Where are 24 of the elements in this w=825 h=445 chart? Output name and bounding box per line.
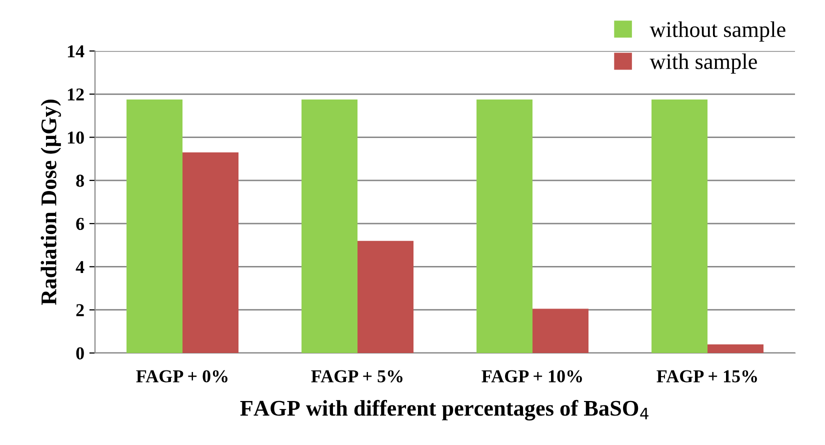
bar: [652, 100, 708, 353]
y-tick-label: 10: [68, 132, 84, 144]
legend-label: with sample: [650, 53, 757, 74]
y-axis-title: Radiation Dose (µGy): [40, 100, 61, 305]
y-tick-label: 8: [76, 174, 84, 187]
bar: [358, 240, 414, 353]
y-tick-label: 6: [76, 218, 84, 230]
bar: [708, 344, 764, 353]
y-tick-label: 12: [68, 88, 84, 100]
bar: [302, 100, 358, 353]
legend-label: without sample: [650, 21, 786, 42]
bar: [126, 100, 182, 353]
x-axis-title: FAGP with different percentages of BaSO$_{4}$: [240, 400, 648, 420]
x-tick-label: FAGP + 5%: [311, 370, 402, 382]
bar: [182, 152, 238, 353]
y-tick-label: 2: [76, 304, 84, 316]
y-tick-label: 0: [76, 347, 84, 360]
bar: [476, 100, 532, 353]
x-tick-label: FAGP + 0%: [136, 370, 228, 382]
bar: [532, 308, 588, 353]
x-tick-label: FAGP + 15%: [656, 370, 757, 382]
x-tick-label: FAGP + 10%: [482, 370, 582, 382]
y-tick-label: 4: [76, 261, 84, 273]
y-tick-label: 14: [68, 45, 84, 58]
